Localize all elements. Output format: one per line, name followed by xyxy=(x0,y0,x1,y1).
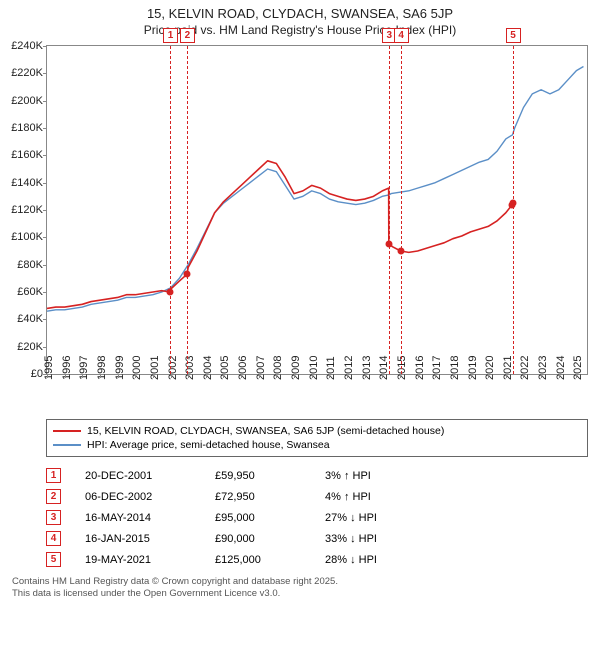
sales-row: 3 16-MAY-2014 £95,000 27% ↓ HPI xyxy=(46,507,588,528)
sales-date: 19-MAY-2021 xyxy=(85,554,205,566)
y-tick-label: £20K xyxy=(1,341,43,353)
sales-marker-icon: 3 xyxy=(46,510,61,525)
legend-item: 15, KELVIN ROAD, CLYDACH, SWANSEA, SA6 5… xyxy=(53,424,581,438)
sales-date: 20-DEC-2001 xyxy=(85,470,205,482)
sales-marker-icon: 5 xyxy=(46,552,61,567)
x-tick-label: 2000 xyxy=(131,356,143,380)
x-tick-label: 2006 xyxy=(237,356,249,380)
y-tick-label: £240K xyxy=(1,40,43,52)
y-tick-label: £140K xyxy=(1,177,43,189)
sales-marker-icon: 4 xyxy=(46,531,61,546)
sale-marker-box: 1 xyxy=(163,28,178,43)
legend-label: HPI: Average price, semi-detached house,… xyxy=(87,439,330,451)
y-tick-label: £80K xyxy=(1,259,43,271)
y-tick-label: £100K xyxy=(1,231,43,243)
y-tick-label: £220K xyxy=(1,67,43,79)
sale-dot xyxy=(509,200,516,207)
series-property xyxy=(47,161,513,309)
x-tick-label: 2018 xyxy=(449,356,461,380)
x-tick-label: 1995 xyxy=(43,356,55,380)
sales-row: 4 16-JAN-2015 £90,000 33% ↓ HPI xyxy=(46,528,588,549)
sales-date: 16-JAN-2015 xyxy=(85,533,205,545)
sales-pct: 3% ↑ HPI xyxy=(325,470,435,482)
sale-dot xyxy=(385,241,392,248)
sale-vline xyxy=(513,46,514,374)
x-tick-label: 2009 xyxy=(290,356,302,380)
sales-price: £95,000 xyxy=(215,512,315,524)
sale-vline xyxy=(170,46,171,374)
x-tick-label: 2001 xyxy=(149,356,161,380)
x-tick-label: 2011 xyxy=(325,356,337,380)
x-tick-label: 2016 xyxy=(414,356,426,380)
x-tick-label: 2024 xyxy=(555,356,567,380)
sales-row: 5 19-MAY-2021 £125,000 28% ↓ HPI xyxy=(46,549,588,570)
title-address: 15, KELVIN ROAD, CLYDACH, SWANSEA, SA6 5… xyxy=(0,6,600,21)
sales-date: 06-DEC-2002 xyxy=(85,491,205,503)
sales-marker-icon: 1 xyxy=(46,468,61,483)
chart-container: 15, KELVIN ROAD, CLYDACH, SWANSEA, SA6 5… xyxy=(0,0,600,601)
y-tick-label: £40K xyxy=(1,313,43,325)
sale-marker-box: 5 xyxy=(506,28,521,43)
sales-price: £59,950 xyxy=(215,470,315,482)
sales-pct: 27% ↓ HPI xyxy=(325,512,435,524)
x-tick-label: 2005 xyxy=(219,356,231,380)
sale-dot xyxy=(397,248,404,255)
sales-table: 1 20-DEC-2001 £59,950 3% ↑ HPI 2 06-DEC-2002 £… xyxy=(46,465,588,570)
x-tick-label: 2012 xyxy=(343,356,355,380)
legend-label: 15, KELVIN ROAD, CLYDACH, SWANSEA, SA6 5… xyxy=(87,425,444,437)
sales-pct: 4% ↑ HPI xyxy=(325,491,435,503)
y-tick-label: £120K xyxy=(1,204,43,216)
footer-attribution: Contains HM Land Registry data © Crown c… xyxy=(12,576,588,601)
x-tick-label: 2008 xyxy=(272,356,284,380)
x-tick-label: 2017 xyxy=(431,356,443,380)
y-tick-label: £200K xyxy=(1,95,43,107)
x-tick-label: 2013 xyxy=(361,356,373,380)
chart-lines-svg xyxy=(47,46,587,374)
x-tick-label: 1996 xyxy=(61,356,73,380)
sale-vline xyxy=(389,46,390,374)
sales-pct: 33% ↓ HPI xyxy=(325,533,435,545)
sale-dot xyxy=(183,271,190,278)
sales-price: £90,000 xyxy=(215,533,315,545)
x-tick-label: 1997 xyxy=(78,356,90,380)
sale-vline xyxy=(187,46,188,374)
legend-item: HPI: Average price, semi-detached house,… xyxy=(53,438,581,452)
series-hpi xyxy=(47,67,583,312)
x-tick-label: 1998 xyxy=(96,356,108,380)
y-tick-label: £0 xyxy=(1,368,43,380)
x-tick-label: 2002 xyxy=(167,356,179,380)
sales-date: 16-MAY-2014 xyxy=(85,512,205,524)
x-tick-label: 2020 xyxy=(484,356,496,380)
footer-line2: This data is licensed under the Open Gov… xyxy=(12,588,588,600)
sales-pct: 28% ↓ HPI xyxy=(325,554,435,566)
sale-dot xyxy=(167,289,174,296)
sales-row: 1 20-DEC-2001 £59,950 3% ↑ HPI xyxy=(46,465,588,486)
sales-marker-icon: 2 xyxy=(46,489,61,504)
sales-row: 2 06-DEC-2002 £72,950 4% ↑ HPI xyxy=(46,486,588,507)
x-tick-label: 2004 xyxy=(202,356,214,380)
legend-box: 15, KELVIN ROAD, CLYDACH, SWANSEA, SA6 5… xyxy=(46,419,588,457)
x-tick-label: 2025 xyxy=(572,356,584,380)
x-tick-label: 2007 xyxy=(255,356,267,380)
x-tick-label: 2023 xyxy=(537,356,549,380)
sales-price: £72,950 xyxy=(215,491,315,503)
plot-area: £0£20K£40K£60K£80K£100K£120K£140K£160K£1… xyxy=(46,45,588,375)
sale-marker-box: 2 xyxy=(180,28,195,43)
legend-swatch xyxy=(53,430,81,432)
y-tick-label: £160K xyxy=(1,149,43,161)
sale-marker-box: 4 xyxy=(394,28,409,43)
sales-price: £125,000 xyxy=(215,554,315,566)
legend-swatch xyxy=(53,444,81,446)
x-tick-label: 2022 xyxy=(519,356,531,380)
x-tick-label: 2019 xyxy=(467,356,479,380)
x-tick-label: 2015 xyxy=(396,356,408,380)
sale-vline xyxy=(401,46,402,374)
y-tick-label: £60K xyxy=(1,286,43,298)
x-tick-label: 1999 xyxy=(114,356,126,380)
x-tick-label: 2010 xyxy=(308,356,320,380)
y-tick-label: £180K xyxy=(1,122,43,134)
footer-line1: Contains HM Land Registry data © Crown c… xyxy=(12,576,588,588)
